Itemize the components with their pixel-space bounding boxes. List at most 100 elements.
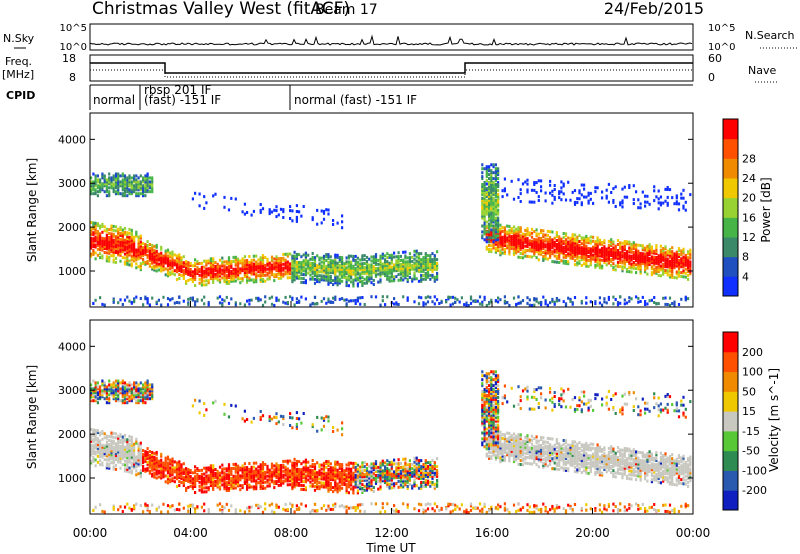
echo-cell bbox=[126, 454, 129, 457]
echo-cell bbox=[237, 464, 240, 468]
echo-cell bbox=[497, 185, 500, 188]
echo-cell bbox=[101, 184, 104, 188]
echo-cell bbox=[169, 478, 172, 482]
echo-cell bbox=[270, 502, 274, 506]
echo-cell bbox=[114, 245, 118, 249]
echo-cell bbox=[151, 251, 154, 255]
echo-cell bbox=[610, 238, 613, 242]
echo-cell bbox=[526, 233, 529, 237]
echo-cell bbox=[494, 190, 497, 194]
echo-cell bbox=[621, 205, 624, 209]
echo-cell bbox=[386, 273, 389, 277]
echo-cell bbox=[128, 263, 131, 267]
echo-cell bbox=[155, 245, 158, 249]
echo-cell bbox=[243, 275, 246, 278]
echo-cell bbox=[259, 266, 262, 270]
echo-cell bbox=[338, 267, 341, 271]
echo-cell bbox=[558, 192, 561, 196]
echo-cell bbox=[562, 255, 565, 259]
echo-cell bbox=[135, 256, 138, 260]
echo-cell bbox=[675, 276, 678, 280]
echo-cell bbox=[268, 478, 271, 482]
beam-title: Beam 17 bbox=[315, 2, 378, 18]
echo-cell bbox=[404, 268, 407, 272]
echo-cell bbox=[250, 270, 253, 274]
echo-cell bbox=[567, 246, 570, 250]
echo-cell bbox=[227, 270, 231, 273]
echo-cell bbox=[601, 196, 604, 200]
echo-cell bbox=[512, 243, 516, 247]
echo-cell bbox=[637, 296, 640, 300]
echo-cell bbox=[619, 245, 622, 249]
echo-cell bbox=[492, 196, 495, 200]
echo-cell bbox=[123, 455, 127, 459]
echo-cell bbox=[114, 446, 118, 450]
echo-cell bbox=[275, 503, 278, 507]
echo-cell bbox=[533, 297, 536, 301]
echo-cell bbox=[327, 261, 330, 264]
echo-cell bbox=[187, 478, 190, 481]
echo-cell bbox=[499, 251, 502, 255]
echo-cell bbox=[316, 264, 319, 268]
echo-cell bbox=[155, 462, 158, 466]
echo-cell bbox=[616, 256, 620, 260]
echo-cell bbox=[592, 253, 595, 257]
echo-cell bbox=[99, 463, 102, 467]
echo-cell bbox=[126, 258, 129, 262]
echo-cell bbox=[433, 295, 436, 299]
echo-cell bbox=[108, 401, 111, 405]
echo-cell bbox=[494, 210, 497, 214]
echo-cell bbox=[259, 258, 262, 262]
echo-cell bbox=[327, 265, 330, 268]
echo-cell bbox=[379, 260, 382, 264]
echo-cell bbox=[250, 471, 253, 475]
echo-cell bbox=[209, 267, 212, 271]
echo-cell bbox=[395, 261, 398, 265]
echo-cell bbox=[144, 458, 147, 461]
echo-cell bbox=[429, 262, 432, 265]
echo-cell bbox=[110, 244, 113, 248]
echo-cell bbox=[666, 201, 669, 205]
echo-cell bbox=[160, 466, 163, 470]
echo-cell bbox=[587, 255, 590, 258]
echo-cell bbox=[103, 176, 106, 180]
echo-cell bbox=[101, 379, 104, 383]
echo-cell bbox=[90, 437, 93, 441]
echo-cell bbox=[551, 189, 554, 193]
echo-cell bbox=[291, 219, 294, 223]
echo-cell bbox=[621, 265, 624, 269]
echo-cell bbox=[112, 298, 115, 302]
echo-cell bbox=[92, 391, 95, 395]
echo-cell bbox=[126, 233, 129, 237]
echo-cell bbox=[203, 206, 206, 210]
echo-cell bbox=[212, 478, 215, 481]
echo-cell bbox=[205, 470, 208, 474]
echo-cell bbox=[492, 198, 495, 202]
echo-cell bbox=[535, 248, 538, 252]
echo-cell bbox=[377, 266, 380, 270]
echo-cell bbox=[155, 450, 158, 454]
echo-cell bbox=[533, 230, 536, 234]
echo-cell bbox=[650, 259, 653, 263]
echo-cell bbox=[393, 277, 396, 281]
echo-cell bbox=[194, 191, 197, 195]
echo-cell bbox=[580, 264, 583, 267]
echo-cell bbox=[191, 481, 194, 485]
echo-cell bbox=[232, 476, 235, 480]
echo-cell bbox=[354, 276, 357, 280]
echo-cell bbox=[578, 234, 581, 238]
echo-cell bbox=[689, 193, 692, 197]
echo-cell bbox=[580, 299, 583, 303]
echo-cell bbox=[327, 270, 330, 274]
echo-cell bbox=[166, 471, 170, 475]
echo-cell bbox=[279, 274, 283, 278]
echo-cell bbox=[234, 271, 237, 275]
echo-cell bbox=[601, 242, 604, 246]
echo-cell bbox=[196, 272, 199, 275]
echo-cell bbox=[540, 189, 543, 193]
echo-cell bbox=[223, 268, 226, 272]
echo-cell bbox=[497, 218, 500, 222]
echo-cell bbox=[137, 395, 140, 399]
echo-cell bbox=[279, 264, 283, 268]
echo-cell bbox=[182, 275, 185, 278]
